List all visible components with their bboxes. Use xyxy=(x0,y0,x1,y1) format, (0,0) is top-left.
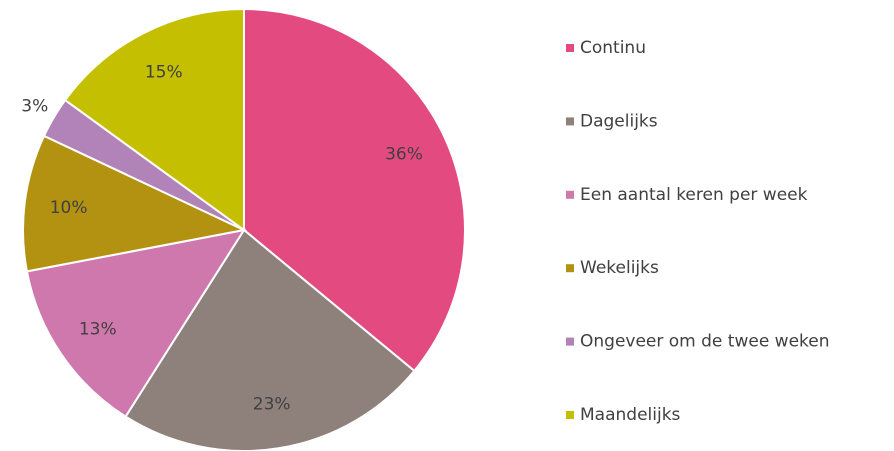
data-label: 10% xyxy=(50,198,88,218)
legend-label: Ongeveer om de twee weken xyxy=(580,332,830,352)
data-label: 3% xyxy=(21,96,48,116)
pie-slice xyxy=(22,134,248,273)
legend-swatch xyxy=(566,411,574,419)
legend-swatch xyxy=(566,337,574,346)
data-label: 15% xyxy=(145,62,183,82)
data-label: 13% xyxy=(79,319,117,339)
legend-swatch xyxy=(566,190,574,199)
legend-label: Een aantal keren per week xyxy=(580,185,808,205)
legend-label: Continu xyxy=(580,38,646,58)
legend-label: Wekelijks xyxy=(580,258,659,278)
data-label: 36% xyxy=(385,145,423,165)
pie-slice xyxy=(25,228,247,418)
data-label: 23% xyxy=(253,395,291,415)
pie-slice xyxy=(243,7,466,373)
legend-label: Dagelijks xyxy=(580,111,658,131)
legend-swatch xyxy=(566,264,574,273)
legend-label: Maandelijks xyxy=(580,405,681,425)
legend-swatch xyxy=(566,117,574,126)
legend-swatch xyxy=(566,44,574,52)
pie-slice xyxy=(124,228,416,451)
pie-slice xyxy=(63,7,245,232)
